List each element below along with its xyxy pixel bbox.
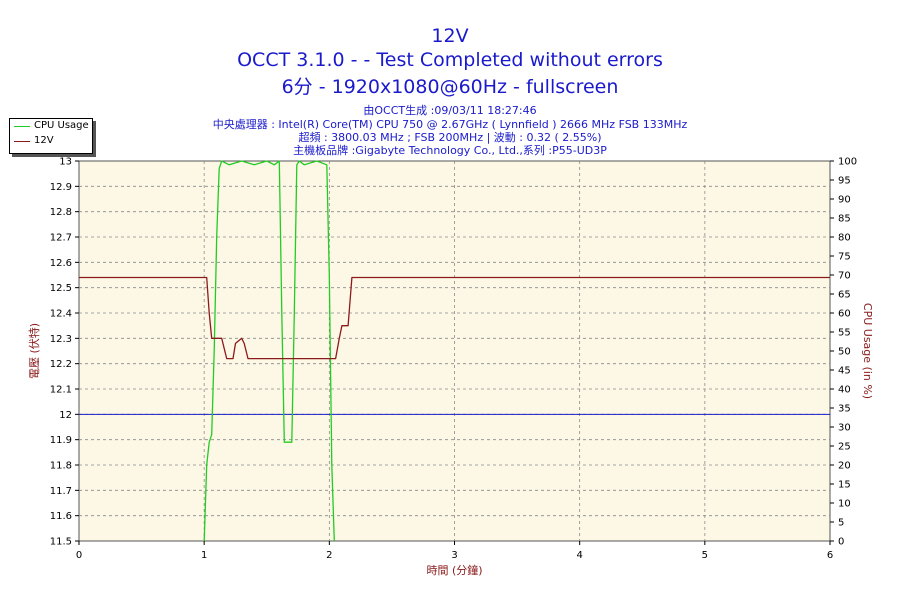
- info-cpu: 中央處理器 : Intel(R) Core(TM) CPU 750 @ 2.67…: [212, 118, 688, 131]
- chart-subtitle-test-status: OCCT 3.1.0 - - Test Completed without er…: [237, 49, 663, 71]
- y-tick-label: 12: [59, 410, 72, 421]
- y-right-tick-label: 60: [838, 309, 851, 320]
- y-axis-label-right: CPU Usage (in %): [861, 303, 874, 399]
- x-tick-label: 1: [201, 550, 207, 561]
- info-generated: 由OCCT生成 :09/03/11 18:27:46: [363, 104, 537, 117]
- x-tick-label: 0: [76, 550, 82, 561]
- y-right-tick-label: 85: [838, 214, 851, 225]
- y-right-tick-label: 65: [838, 290, 851, 301]
- plot-area: [78, 160, 831, 542]
- y-tick-label: 12.1: [50, 385, 72, 396]
- legend-swatch-cpu-usage: [14, 126, 30, 127]
- y-tick-label: 12.8: [50, 207, 72, 218]
- x-axis-label: 時間 (分鐘): [426, 563, 482, 577]
- y-tick-label: 12.4: [50, 309, 72, 320]
- legend-label-12v: 12V: [34, 135, 54, 146]
- y-tick-label: 12.5: [50, 283, 72, 294]
- y-right-tick-label: 40: [838, 385, 851, 396]
- y-tick-label: 11.6: [50, 511, 72, 522]
- y-right-tick-label: 15: [838, 480, 851, 491]
- y-tick-label: 11.7: [50, 486, 72, 497]
- x-tick-label: 6: [827, 550, 833, 561]
- y-right-tick-label: 10: [838, 499, 851, 510]
- series-group: [79, 160, 830, 542]
- legend-item-12v: 12V: [10, 134, 92, 149]
- y-tick-label: 12.6: [50, 258, 72, 269]
- x-tick-label: 4: [576, 550, 582, 561]
- y-tick-label: 11.8: [50, 461, 72, 472]
- series-line-cpu-usage: [203, 160, 335, 542]
- legend-label-cpu-usage: CPU Usage: [34, 120, 89, 131]
- y-tick-label: 11.9: [50, 435, 72, 446]
- info-motherboard: 主機板品牌 :Gigabyte Technology Co., Ltd.,系列 …: [293, 144, 607, 157]
- y-right-tick-label: 55: [838, 328, 851, 339]
- y-right-tick-label: 30: [838, 423, 851, 434]
- y-right-tick-label: 35: [838, 404, 851, 415]
- y-tick-label: 12.2: [50, 359, 72, 370]
- y-right-tick-label: 50: [838, 347, 851, 358]
- chart-subtitle-resolution: 6分 - 1920x1080@60Hz - fullscreen: [281, 76, 619, 98]
- y-right-tick-label: 25: [838, 442, 851, 453]
- y-right-tick-label: 45: [838, 366, 851, 377]
- x-tick-label: 5: [702, 550, 708, 561]
- series-line-12v: [79, 276, 830, 360]
- y-right-tick-label: 95: [838, 176, 851, 187]
- chart-title: 12V: [431, 25, 469, 47]
- info-overclock: 超頻 : 3800.03 MHz ; FSB 200MHz | 波動 : 0.3…: [298, 131, 602, 144]
- y-right-tick-label: 80: [838, 233, 851, 244]
- y-right-tick-label: 20: [838, 461, 851, 472]
- y-tick-label: 13: [59, 157, 72, 168]
- y-right-tick-label: 100: [838, 157, 857, 168]
- y-right-tick-label: 5: [838, 518, 844, 529]
- y-tick-label: 12.9: [50, 182, 72, 193]
- y-tick-label: 12.7: [50, 233, 72, 244]
- y-right-tick-label: 0: [838, 537, 844, 548]
- y-right-tick-label: 90: [838, 195, 851, 206]
- legend: CPU Usage 12V: [9, 118, 93, 154]
- y-axis-label-left: 電壓 (伏特): [27, 323, 41, 379]
- y-right-tick-label: 70: [838, 271, 851, 282]
- legend-swatch-12v: [14, 141, 30, 142]
- y-right-tick-label: 75: [838, 252, 851, 263]
- legend-item-cpu-usage: CPU Usage: [10, 119, 92, 134]
- y-tick-label: 12.3: [50, 334, 72, 345]
- x-tick-label: 3: [451, 550, 457, 561]
- x-tick-label: 2: [326, 550, 332, 561]
- axes: 11.511.611.711.811.91212.112.212.312.412…: [50, 157, 857, 562]
- y-tick-label: 11.5: [50, 537, 72, 548]
